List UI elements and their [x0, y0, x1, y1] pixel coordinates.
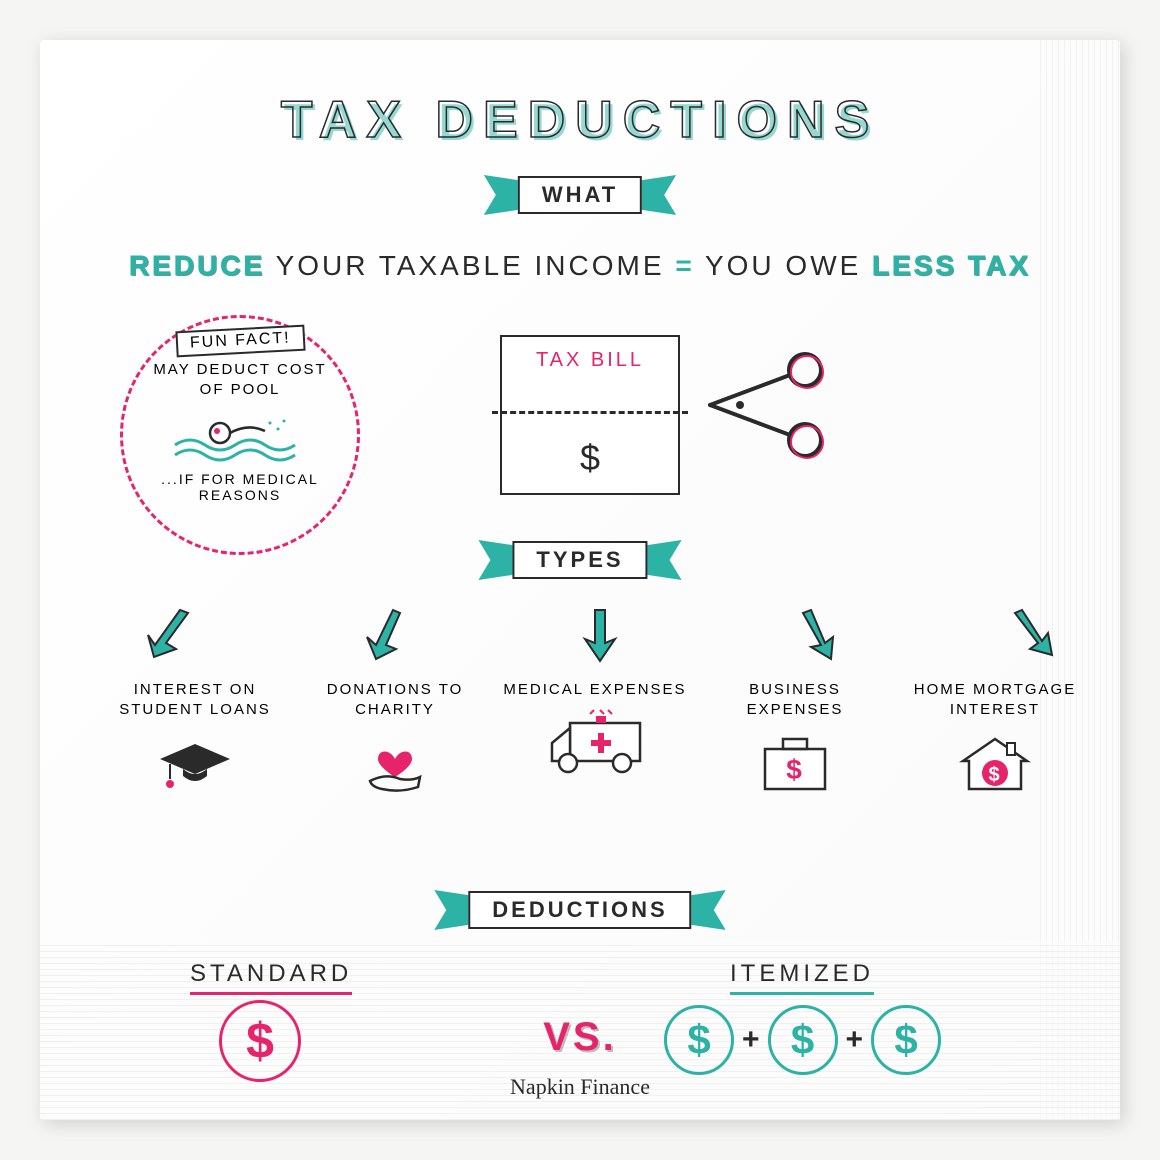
ambulance-icon	[500, 708, 690, 778]
funfact-line1: MAY DEDUCT COST OF POOL	[141, 360, 339, 399]
type-label: DONATIONS TO CHARITY	[300, 680, 490, 721]
brand-label: Napkin Finance	[40, 1074, 1120, 1100]
svg-text:$: $	[988, 764, 1001, 786]
type-label: MEDICAL EXPENSES	[500, 680, 690, 700]
types-row: INTEREST ON STUDENT LOANS DONATIONS TO C…	[100, 680, 1090, 799]
taxbill-box: TAX BILL $	[500, 335, 680, 495]
page-title: TAX DEDUCTIONS	[40, 90, 1120, 150]
arrow-icon	[358, 605, 408, 665]
itemized-label: ITEMIZED	[730, 960, 874, 995]
type-business: BUSINESS EXPENSES $	[700, 680, 890, 799]
tagline: REDUCE YOUR TAXABLE INCOME = YOU OWE LES…	[100, 250, 1060, 282]
plus-sign: +	[846, 1023, 864, 1057]
arrow-icon	[140, 605, 190, 665]
type-label: HOME MORTGAGE INTEREST	[900, 680, 1090, 721]
plus-sign: +	[742, 1023, 760, 1057]
taxbill-dollar: $	[502, 437, 678, 479]
tagline-mid2: YOU OWE	[705, 250, 872, 281]
type-label: INTEREST ON STUDENT LOANS	[100, 680, 290, 721]
type-charity: DONATIONS TO CHARITY	[300, 680, 490, 799]
tagline-lesstax: LESS TAX	[872, 250, 1031, 281]
equals-sign: =	[675, 250, 694, 281]
taxbill-label: TAX BILL	[502, 337, 678, 372]
type-medical: MEDICAL EXPENSES	[500, 680, 690, 799]
dollar-icon: $	[768, 1005, 838, 1075]
funfact-line2: ...IF FOR MEDICAL REASONS	[141, 471, 339, 503]
ribbon-deductions: DEDUCTIONS	[434, 890, 725, 930]
briefcase-dollar-icon: $	[700, 729, 890, 799]
arrows-row	[140, 605, 1060, 675]
swimmer-icon	[170, 405, 310, 465]
svg-text:$: $	[786, 754, 804, 785]
ribbon-types: TYPES	[478, 540, 681, 580]
funfact-banner: FUN FACT!	[175, 325, 305, 358]
tagline-reduce: REDUCE	[129, 250, 265, 281]
napkin-background: TAX DEDUCTIONS WHAT REDUCE YOUR TAXABLE …	[40, 40, 1120, 1120]
graduation-cap-icon	[100, 729, 290, 799]
dollar-icon: $	[871, 1005, 941, 1075]
ribbon-what: WHAT	[484, 175, 676, 215]
taxbill-cut-line	[492, 411, 688, 414]
funfact-circle: FUN FACT! MAY DEDUCT COST OF POOL ...IF …	[120, 315, 360, 555]
heart-hand-icon	[300, 729, 490, 799]
ribbon-deductions-label: DEDUCTIONS	[468, 891, 691, 929]
ribbon-types-label: TYPES	[512, 541, 647, 579]
arrow-icon	[793, 605, 843, 665]
type-mortgage: HOME MORTGAGE INTEREST $	[900, 680, 1090, 799]
arrow-icon	[1010, 605, 1060, 665]
dollar-icon: $	[664, 1005, 734, 1075]
house-dollar-icon: $	[900, 729, 1090, 799]
scissors-icon	[700, 345, 840, 465]
standard-label: STANDARD	[190, 960, 352, 995]
type-student-loans: INTEREST ON STUDENT LOANS	[100, 680, 290, 799]
tagline-mid1: YOUR TAXABLE INCOME	[276, 250, 676, 281]
type-label: BUSINESS EXPENSES	[700, 680, 890, 721]
ribbon-what-label: WHAT	[518, 176, 642, 214]
itemized-dollar-row: $ + $ + $	[660, 1005, 945, 1075]
arrow-icon	[575, 605, 625, 665]
vs-label: VS.	[40, 1015, 1120, 1060]
